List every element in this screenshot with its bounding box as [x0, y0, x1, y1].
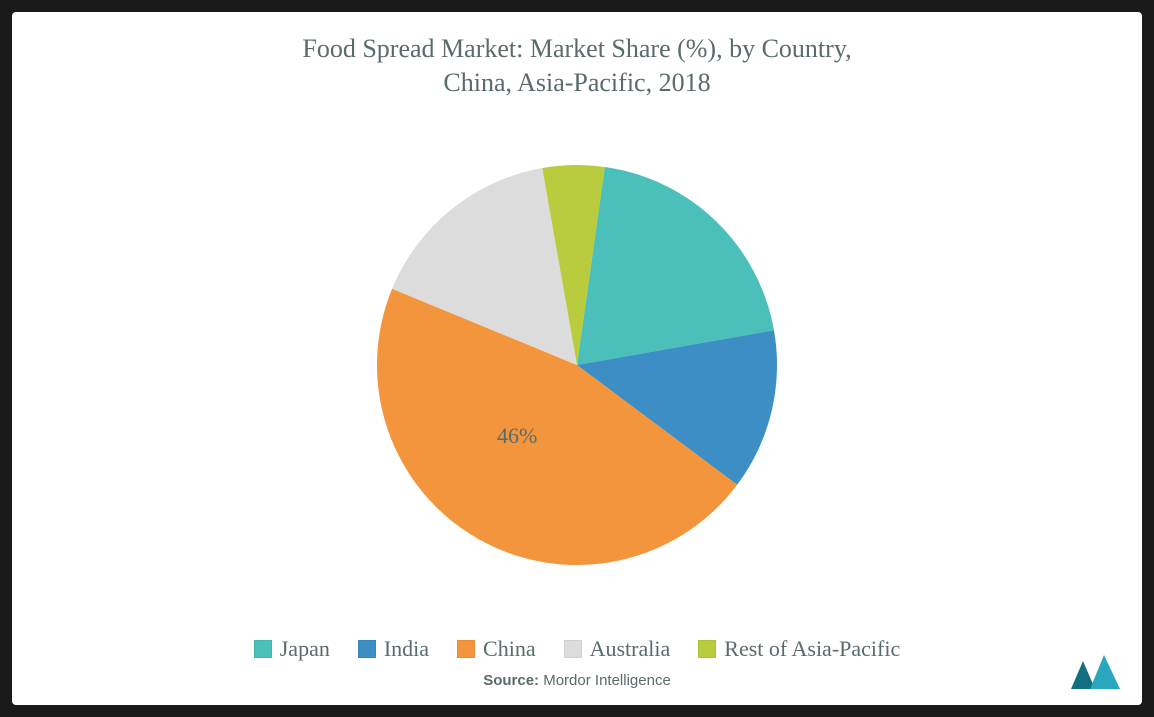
- legend-label: Japan: [280, 636, 330, 662]
- chart-title: Food Spread Market: Market Share (%), by…: [302, 32, 851, 100]
- legend-swatch: [254, 640, 272, 658]
- brand-logo-icon: [1070, 653, 1124, 691]
- legend-label: India: [384, 636, 429, 662]
- title-line-1: Food Spread Market: Market Share (%), by…: [302, 32, 851, 66]
- title-line-2: China, Asia-Pacific, 2018: [302, 66, 851, 100]
- legend-label: Rest of Asia-Pacific: [724, 636, 900, 662]
- chart-area: 46%: [32, 100, 1122, 636]
- legend-item-rest-of-asia-pacific: Rest of Asia-Pacific: [698, 636, 900, 662]
- pie-chart: [377, 165, 777, 565]
- legend-swatch: [698, 640, 716, 658]
- chart-panel: Food Spread Market: Market Share (%), by…: [12, 12, 1142, 705]
- pie-data-label: 46%: [497, 423, 537, 449]
- source-label: Source:: [483, 672, 539, 689]
- legend-swatch: [358, 640, 376, 658]
- outer-frame: Food Spread Market: Market Share (%), by…: [0, 0, 1154, 717]
- legend-label: China: [483, 636, 536, 662]
- source-attribution: Source: Mordor Intelligence: [483, 672, 671, 689]
- legend-item-australia: Australia: [564, 636, 671, 662]
- legend-label: Australia: [590, 636, 671, 662]
- pie-slice-japan: [577, 167, 774, 365]
- legend-item-japan: Japan: [254, 636, 330, 662]
- source-value: Mordor Intelligence: [543, 672, 671, 689]
- pie-holder: 46%: [377, 165, 777, 570]
- legend-item-china: China: [457, 636, 536, 662]
- legend: Japan India China Australia Rest of Asia-Pac…: [254, 636, 900, 662]
- legend-swatch: [564, 640, 582, 658]
- legend-item-india: India: [358, 636, 429, 662]
- legend-swatch: [457, 640, 475, 658]
